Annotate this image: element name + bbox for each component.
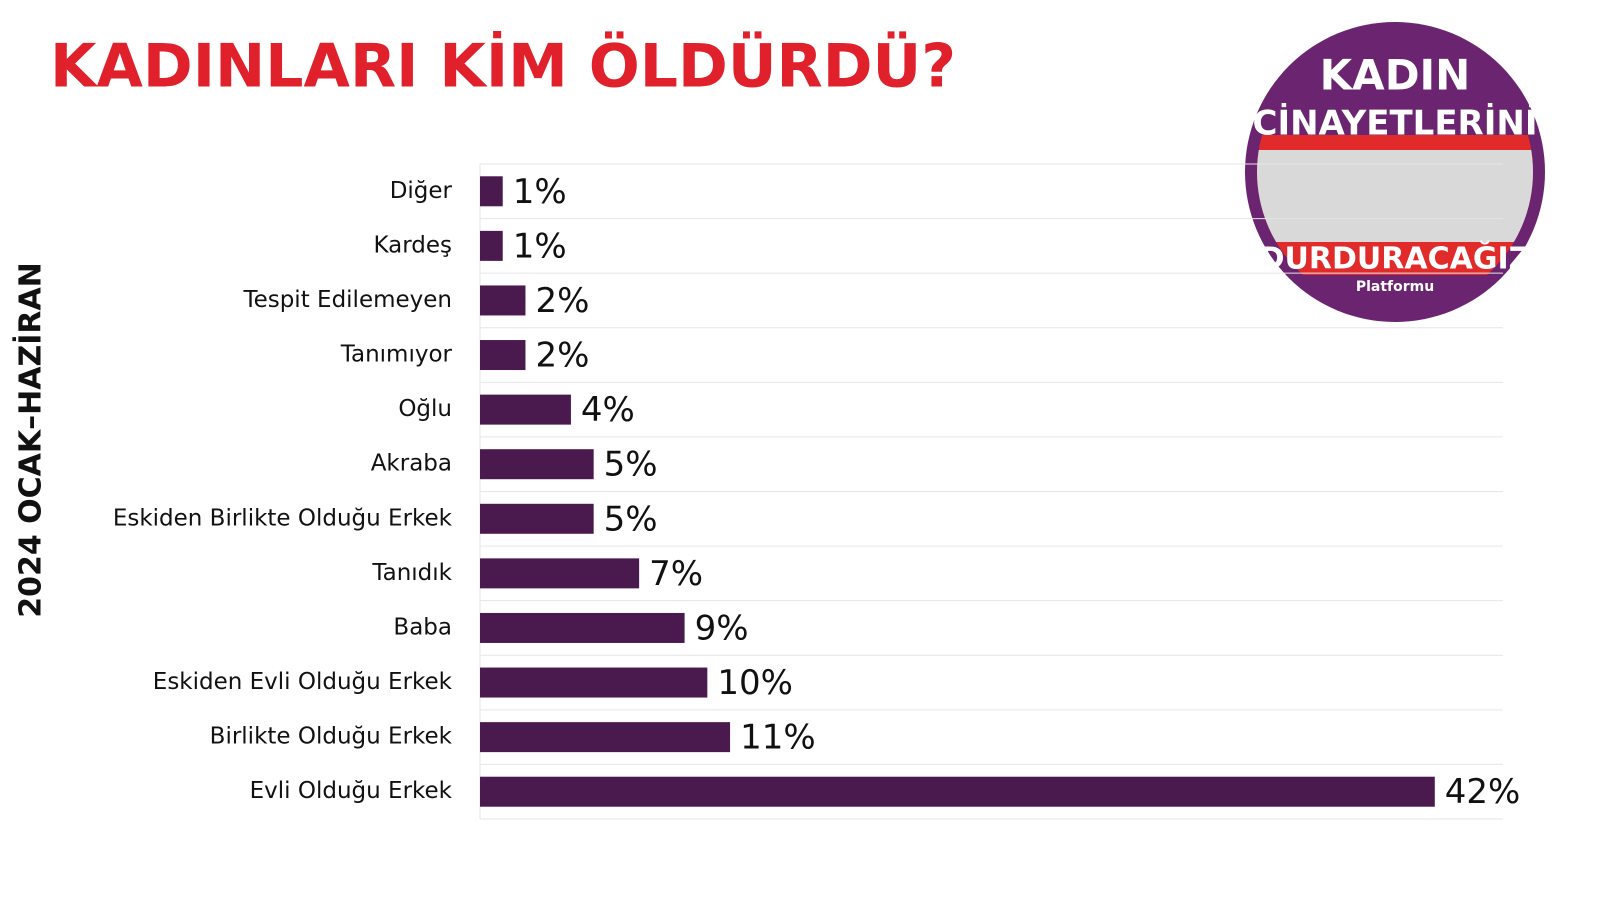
category-label: Eskiden Evli Olduğu Erkek bbox=[153, 669, 453, 695]
value-label: 2% bbox=[535, 281, 589, 321]
bar bbox=[480, 285, 526, 316]
value-label: 9% bbox=[695, 608, 749, 648]
bar bbox=[480, 776, 1435, 807]
category-label: Baba bbox=[393, 614, 452, 640]
bar bbox=[480, 722, 731, 753]
category-label: Birlikte Olduğu Erkek bbox=[210, 724, 453, 750]
value-label: 2% bbox=[535, 336, 589, 376]
category-label: Diğer bbox=[390, 178, 453, 204]
logo-text: KADIN bbox=[1320, 51, 1471, 100]
y-axis-label: 2024 OCAK–HAZİRAN bbox=[13, 262, 49, 618]
bar bbox=[480, 230, 503, 261]
value-label: 5% bbox=[604, 445, 658, 485]
category-label: Tanımıyor bbox=[340, 342, 453, 368]
bar bbox=[480, 503, 594, 534]
category-label: Tespit Edilemeyen bbox=[242, 287, 452, 313]
category-label: Eskiden Birlikte Olduğu Erkek bbox=[113, 505, 453, 531]
bar bbox=[480, 449, 594, 480]
category-label: Tanıdık bbox=[371, 560, 452, 586]
bar bbox=[480, 394, 571, 425]
value-label: 42% bbox=[1445, 772, 1521, 812]
category-label: Kardeş bbox=[373, 232, 452, 258]
category-label: Evli Olduğu Erkek bbox=[250, 778, 453, 804]
logo-text: Platformu bbox=[1356, 279, 1434, 295]
value-label: 4% bbox=[581, 390, 635, 430]
value-label: 5% bbox=[604, 499, 658, 539]
bar bbox=[480, 340, 526, 371]
category-label: Oğlu bbox=[398, 396, 452, 422]
bar bbox=[480, 612, 685, 643]
value-label: 10% bbox=[717, 663, 793, 703]
value-label: 11% bbox=[740, 718, 816, 758]
chart-title: KADINLARI KİM ÖLDÜRDÜ? bbox=[50, 30, 956, 102]
bar bbox=[480, 558, 640, 589]
bar bbox=[480, 667, 708, 698]
value-label: 7% bbox=[649, 554, 703, 594]
logo-text: DURDURACAĞIZ bbox=[1260, 240, 1531, 277]
logo: KADIN CİNAYETLERİNİ DURDURACAĞIZ Platfor… bbox=[1245, 22, 1545, 322]
value-label: 1% bbox=[513, 172, 567, 212]
logo-photos bbox=[1257, 150, 1533, 242]
category-label: Akraba bbox=[371, 451, 452, 477]
logo-text: CİNAYETLERİNİ bbox=[1253, 103, 1538, 144]
value-label: 1% bbox=[513, 226, 567, 266]
bar bbox=[480, 176, 503, 207]
